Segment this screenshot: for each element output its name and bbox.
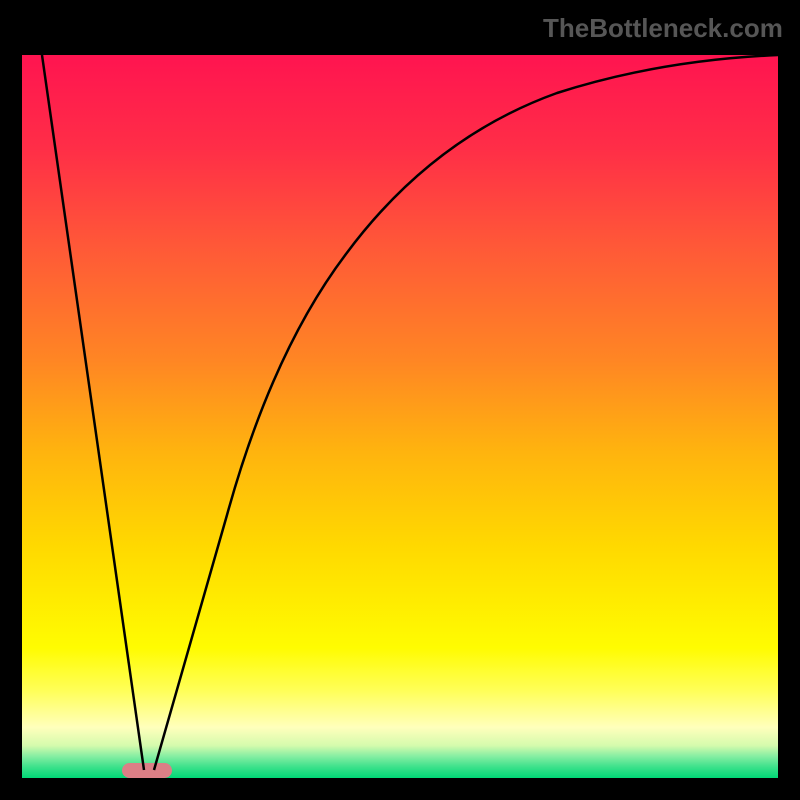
watermark-text: TheBottleneck.com — [543, 13, 783, 44]
bottleneck-curve — [0, 0, 800, 800]
